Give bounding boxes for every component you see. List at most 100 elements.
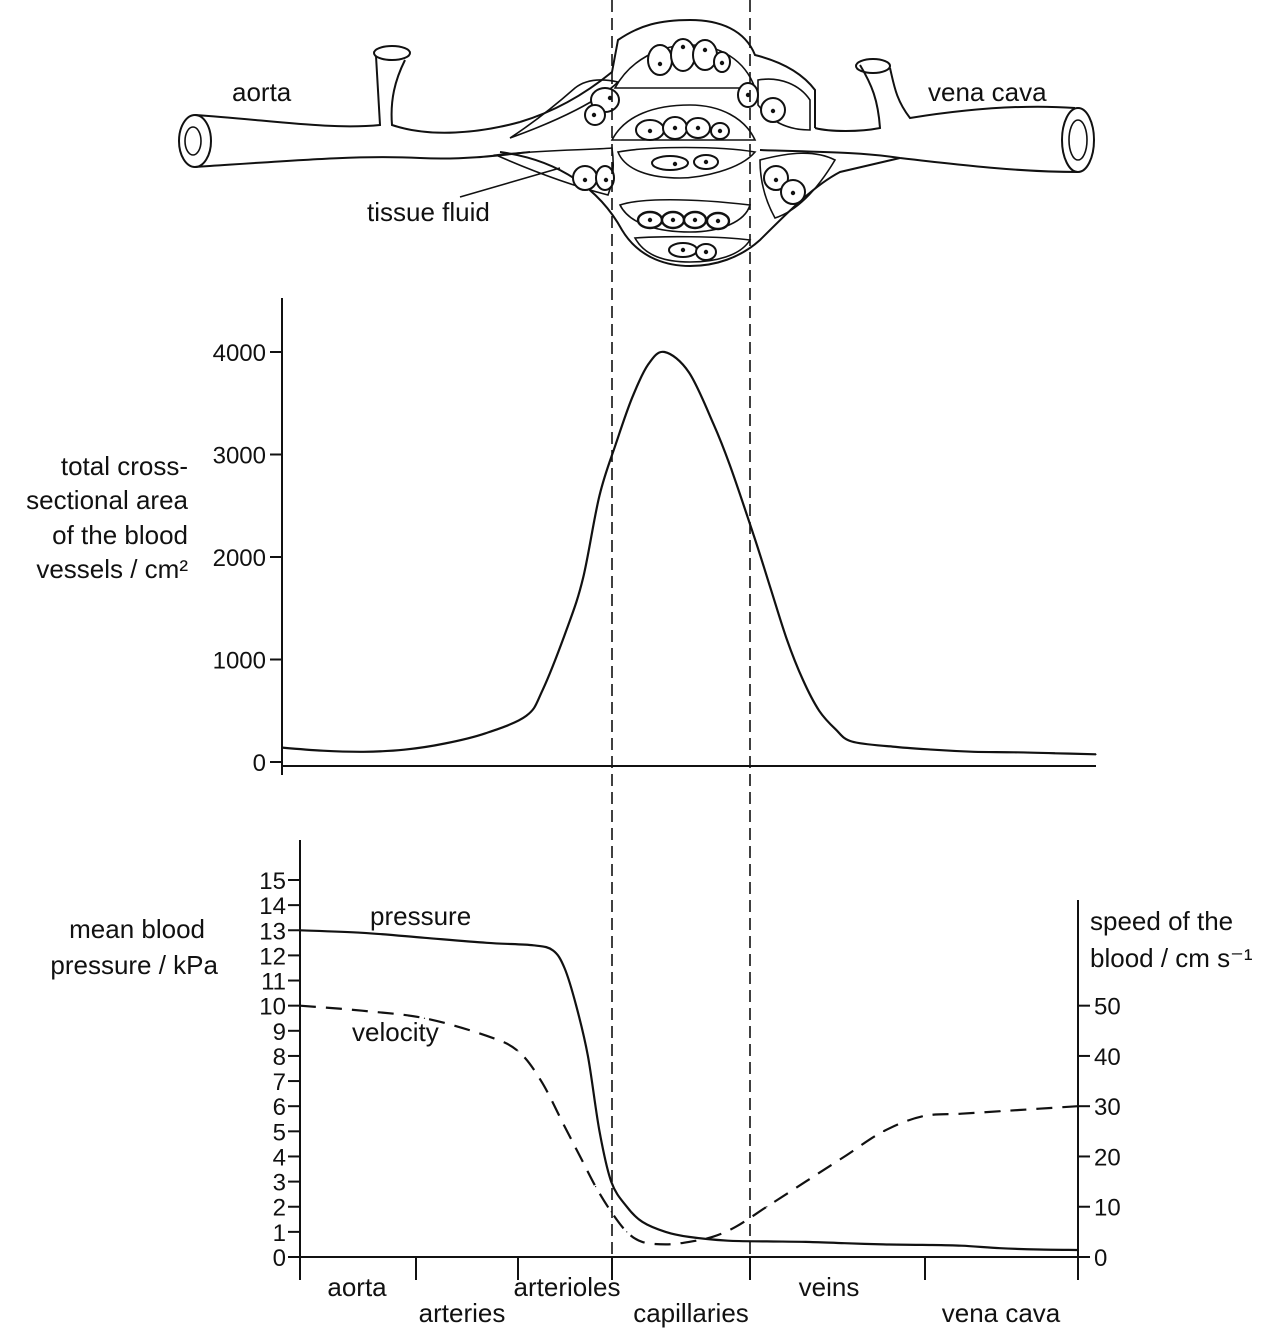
area-data-point xyxy=(834,728,837,730)
pressure-data-point xyxy=(688,1236,690,1238)
area-data-point xyxy=(582,576,584,579)
velocity-data-point xyxy=(921,1115,924,1117)
region-label-aorta: aorta xyxy=(327,1272,387,1302)
speed-y-tick-label: 50 xyxy=(1094,994,1121,1021)
velocity-data-point xyxy=(626,1231,628,1233)
pressure-y-tick-label: 15 xyxy=(259,868,286,895)
speed-y-axis-title-line-2: blood / cm s⁻¹ xyxy=(1090,943,1253,973)
region-label-veins: veins xyxy=(799,1272,860,1302)
pressure-y-tick-label: 3 xyxy=(273,1170,286,1197)
pressure-y-axis-title-line-2: pressure / kPa xyxy=(50,950,218,980)
pressure-y-tick-label: 4 xyxy=(273,1144,286,1171)
pressure-y-tick-label: 8 xyxy=(273,1044,286,1071)
pressure-y-tick-label: 5 xyxy=(273,1119,286,1146)
pressure-y-axis-title: mean blood pressure / kPa xyxy=(50,914,218,980)
pressure-y-tick-label: 0 xyxy=(273,1245,286,1272)
region-label-vena-cava: vena cava xyxy=(942,1298,1061,1328)
speed-y-axis-title: speed of the blood / cm s⁻¹ xyxy=(1090,906,1253,973)
cells xyxy=(572,38,806,261)
area-y-axis-title-line-3: of the blood xyxy=(52,520,188,550)
pressure-y-tick-label: 10 xyxy=(259,994,286,1021)
area-y-tick-label: 3000 xyxy=(213,443,266,470)
area-y-ticks: 0 1000 2000 3000 4000 xyxy=(213,340,282,777)
region-boundary-ticks xyxy=(299,1257,1079,1280)
area-data-point xyxy=(1095,753,1097,755)
pressure-data-point xyxy=(921,1244,924,1246)
area-data-point xyxy=(444,742,446,745)
area-chart: total cross- sectional area of the blood… xyxy=(26,298,1097,777)
area-data-point xyxy=(932,749,934,751)
aorta-vessel-drawing xyxy=(178,45,531,168)
area-data-point xyxy=(631,397,633,399)
velocity-data-point xyxy=(960,1113,962,1115)
area-data-point xyxy=(712,423,715,425)
pressure-data-point xyxy=(882,1243,885,1246)
area-data-point xyxy=(753,535,755,538)
area-data-point xyxy=(598,494,601,497)
capillary-network-drawing xyxy=(492,18,901,268)
velocity-data-point xyxy=(299,1005,301,1007)
velocity-data-point xyxy=(766,1206,768,1208)
pressure-y-tick-label: 11 xyxy=(261,969,286,996)
pressure-data-point xyxy=(1077,1249,1079,1251)
vessel-diagram: aorta vena cava tissue fluid xyxy=(178,18,1095,268)
pressure-data-point xyxy=(999,1247,1001,1249)
speed-y-tick-label: 20 xyxy=(1094,1144,1121,1171)
pressure-y-tick-label: 6 xyxy=(273,1094,286,1121)
pressure-data-point xyxy=(641,1221,643,1223)
speed-y-tick-label: 30 xyxy=(1094,1094,1121,1121)
pressure-velocity-chart: mean blood pressure / kPa speed of the b… xyxy=(50,840,1253,1328)
area-data-point xyxy=(802,679,804,681)
pressure-data-point xyxy=(299,929,301,931)
velocity-data-point xyxy=(423,1017,426,1019)
cell-nuclei xyxy=(582,44,796,255)
area-series xyxy=(281,350,1097,756)
area-data-point xyxy=(851,740,853,743)
region-label-arteries: arteries xyxy=(419,1298,506,1328)
area-data-point xyxy=(973,751,975,753)
pressure-data-point xyxy=(598,1130,601,1132)
area-data-point xyxy=(322,750,324,752)
pressure-data-point xyxy=(665,1231,667,1233)
velocity-data-point xyxy=(711,1236,713,1238)
speed-y-ticks: 0 10 20 30 40 50 xyxy=(1078,994,1121,1272)
pressure-data-point xyxy=(844,1242,846,1244)
pressure-data-point xyxy=(626,1206,628,1208)
velocity-series-label: velocity xyxy=(352,1017,439,1047)
pressure-data-point xyxy=(805,1241,807,1243)
tissue-fluid-pointer xyxy=(459,167,561,198)
speed-y-tick-label: 0 xyxy=(1094,1245,1107,1272)
pressure-data-point xyxy=(423,937,426,939)
pressure-data-point xyxy=(960,1245,962,1247)
speed-y-axis-title-line-1: speed of the xyxy=(1090,906,1233,936)
area-y-tick-label: 4000 xyxy=(213,340,266,367)
area-data-point xyxy=(615,443,617,445)
area-data-point xyxy=(1054,752,1056,754)
velocity-data-point xyxy=(882,1130,885,1132)
pressure-curve xyxy=(299,929,1079,1252)
pressure-data-point xyxy=(532,944,535,946)
pressure-data-point xyxy=(587,1055,589,1057)
area-y-axis-title-line-2: sectional area xyxy=(26,485,188,515)
velocity-data-point xyxy=(999,1110,1001,1112)
velocity-data-point xyxy=(641,1241,643,1243)
vena-cava-vessel-drawing xyxy=(759,58,1095,173)
pressure-y-tick-label: 1 xyxy=(273,1220,286,1247)
area-data-point xyxy=(1014,751,1016,753)
velocity-data-point xyxy=(805,1181,807,1183)
area-data-point xyxy=(541,689,544,691)
area-y-tick-label: 2000 xyxy=(213,545,266,572)
pressure-data-point xyxy=(766,1240,768,1243)
velocity-data-point xyxy=(517,1050,519,1052)
area-y-axis-title-line-1: total cross- xyxy=(61,451,188,481)
velocity-data-point xyxy=(735,1226,737,1228)
pressure-data-point xyxy=(486,942,488,944)
pressure-y-tick-label: 14 xyxy=(259,893,286,920)
pressure-data-point xyxy=(610,1181,612,1183)
velocity-data-point xyxy=(563,1125,566,1127)
area-data-point xyxy=(891,746,894,748)
area-data-point xyxy=(647,363,649,365)
speed-y-tick-label: 10 xyxy=(1094,1195,1121,1222)
